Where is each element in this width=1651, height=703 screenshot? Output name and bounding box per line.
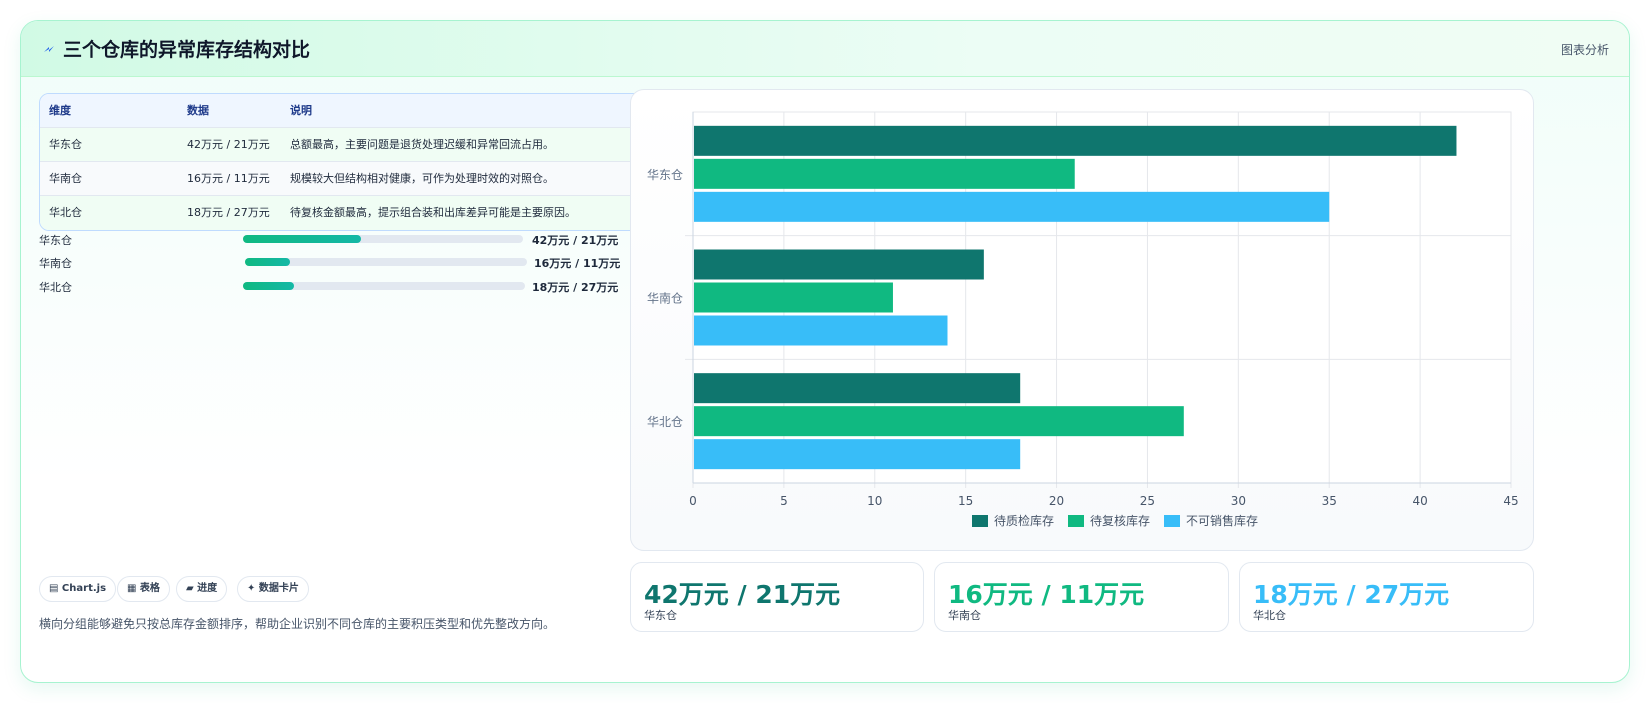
x-tick-label: 10 bbox=[867, 494, 882, 508]
x-tick-label: 0 bbox=[689, 494, 697, 508]
table-cell: 总额最高，主要问题是退货处理迟缓和异常回流占用。 bbox=[290, 138, 554, 151]
bar bbox=[694, 125, 1457, 156]
table-cell: 华南仓 bbox=[49, 172, 82, 185]
progress-label: 华东仓 bbox=[39, 234, 72, 247]
x-tick-label: 35 bbox=[1322, 494, 1337, 508]
stat-label: 华东仓 bbox=[644, 609, 677, 622]
tag-table: ▦ 表格 bbox=[117, 576, 170, 602]
bar bbox=[694, 439, 1021, 470]
table-cell: 华东仓 bbox=[49, 138, 82, 151]
x-tick-label: 25 bbox=[1140, 494, 1155, 508]
table-row: 华北仓 18万元 / 27万元 待复核金额最高，提示组合装和出库差异可能是主要原… bbox=[40, 196, 666, 230]
x-tick-label: 5 bbox=[780, 494, 788, 508]
progress-fill bbox=[245, 258, 291, 266]
tag-data-card: ✦ 数据卡片 bbox=[237, 576, 309, 602]
bar bbox=[694, 282, 893, 313]
stat-card: 16万元 / 11万元 华南仓 bbox=[934, 562, 1229, 632]
column-header: 说明 bbox=[290, 104, 312, 117]
column-header: 维度 bbox=[49, 104, 71, 117]
progress-value: 16万元 / 11万元 bbox=[534, 257, 621, 270]
stat-value: 16万元 / 11万元 bbox=[948, 580, 1145, 609]
bar bbox=[694, 158, 1075, 189]
panel-header: 三个仓库的异常库存结构对比 图表分析 bbox=[21, 21, 1629, 77]
table-cell: 华北仓 bbox=[49, 206, 82, 219]
x-tick-label: 15 bbox=[958, 494, 973, 508]
bar bbox=[694, 406, 1184, 437]
table-row: 华东仓 42万元 / 21万元 总额最高，主要问题是退货处理迟缓和异常回流占用。 bbox=[40, 128, 666, 162]
stat-label: 华南仓 bbox=[948, 609, 981, 622]
footnote: 横向分组能够避免只按总库存金额排序，帮助企业识别不同仓库的主要积压类型和优先整改… bbox=[39, 617, 556, 631]
table-cell: 18万元 / 27万元 bbox=[187, 206, 270, 219]
table-cell: 16万元 / 11万元 bbox=[187, 172, 270, 185]
legend-label: 待复核库存 bbox=[1090, 513, 1150, 528]
table-cell: 待复核金额最高，提示组合装和出库差异可能是主要原因。 bbox=[290, 206, 576, 219]
page-title: 三个仓库的异常库存结构对比 bbox=[63, 39, 311, 61]
table-cell: 规模较大但结构相对健康，可作为处理时效的对照仓。 bbox=[290, 172, 554, 185]
progress-track bbox=[243, 282, 525, 290]
bar bbox=[694, 373, 1021, 404]
table-header-row: 维度 数据 说明 bbox=[40, 94, 666, 128]
y-tick-label: 华东仓 bbox=[647, 168, 683, 182]
stat-card: 18万元 / 27万元 华北仓 bbox=[1239, 562, 1534, 632]
progress-track bbox=[243, 235, 523, 243]
y-tick-label: 华南仓 bbox=[647, 291, 683, 306]
progress-track bbox=[245, 258, 527, 266]
chart-card: 0 5 10 15 20 25 30 35 40 45 华东仓华南仓华北仓待质检库存 待复核库存 不可销… bbox=[630, 89, 1534, 551]
header-tag: 图表分析 bbox=[1560, 43, 1609, 57]
bar bbox=[694, 315, 948, 346]
progress-fill bbox=[243, 282, 294, 290]
progress-value: 18万元 / 27万元 bbox=[532, 281, 619, 294]
x-tick-label: 20 bbox=[1049, 494, 1064, 508]
stat-value: 42万元 / 21万元 bbox=[644, 580, 841, 609]
column-header: 数据 bbox=[187, 104, 209, 117]
table-row: 华南仓 16万元 / 11万元 规模较大但结构相对健康，可作为处理时效的对照仓。 bbox=[40, 162, 666, 196]
legend-swatch bbox=[972, 515, 988, 527]
legend-swatch bbox=[1164, 515, 1180, 527]
stat-label: 华北仓 bbox=[1253, 609, 1286, 622]
tag-progress: ▰ 进度 bbox=[176, 576, 228, 602]
progress-fill bbox=[243, 235, 361, 243]
bar bbox=[694, 191, 1330, 222]
stat-value: 18万元 / 27万元 bbox=[1253, 580, 1450, 609]
progress-label: 华北仓 bbox=[39, 281, 72, 294]
tag-chartjs: ▤ Chart.js bbox=[39, 576, 117, 602]
progress-label: 华南仓 bbox=[39, 257, 72, 270]
lightning-icon bbox=[44, 46, 54, 52]
data-table: 维度 数据 说明 华东仓 42万元 / 21万元 总额最高，主要问题是退货处理迟… bbox=[39, 93, 667, 231]
stat-card: 42万元 / 21万元 华东仓 bbox=[630, 562, 924, 632]
table-cell: 42万元 / 21万元 bbox=[187, 138, 270, 151]
analysis-panel: 三个仓库的异常库存结构对比 图表分析 维度 数据 说明 华东仓 42万元 / 2… bbox=[20, 20, 1630, 683]
y-tick-label: 华北仓 bbox=[647, 415, 683, 429]
legend-label: 待质检库存 bbox=[994, 513, 1054, 528]
x-tick-label: 30 bbox=[1231, 494, 1246, 508]
legend-swatch bbox=[1068, 515, 1084, 527]
legend-label: 不可销售库存 bbox=[1186, 513, 1258, 528]
progress-value: 42万元 / 21万元 bbox=[532, 234, 619, 247]
x-tick-label: 45 bbox=[1503, 494, 1518, 508]
bar bbox=[694, 249, 984, 280]
x-tick-label: 40 bbox=[1412, 494, 1427, 508]
